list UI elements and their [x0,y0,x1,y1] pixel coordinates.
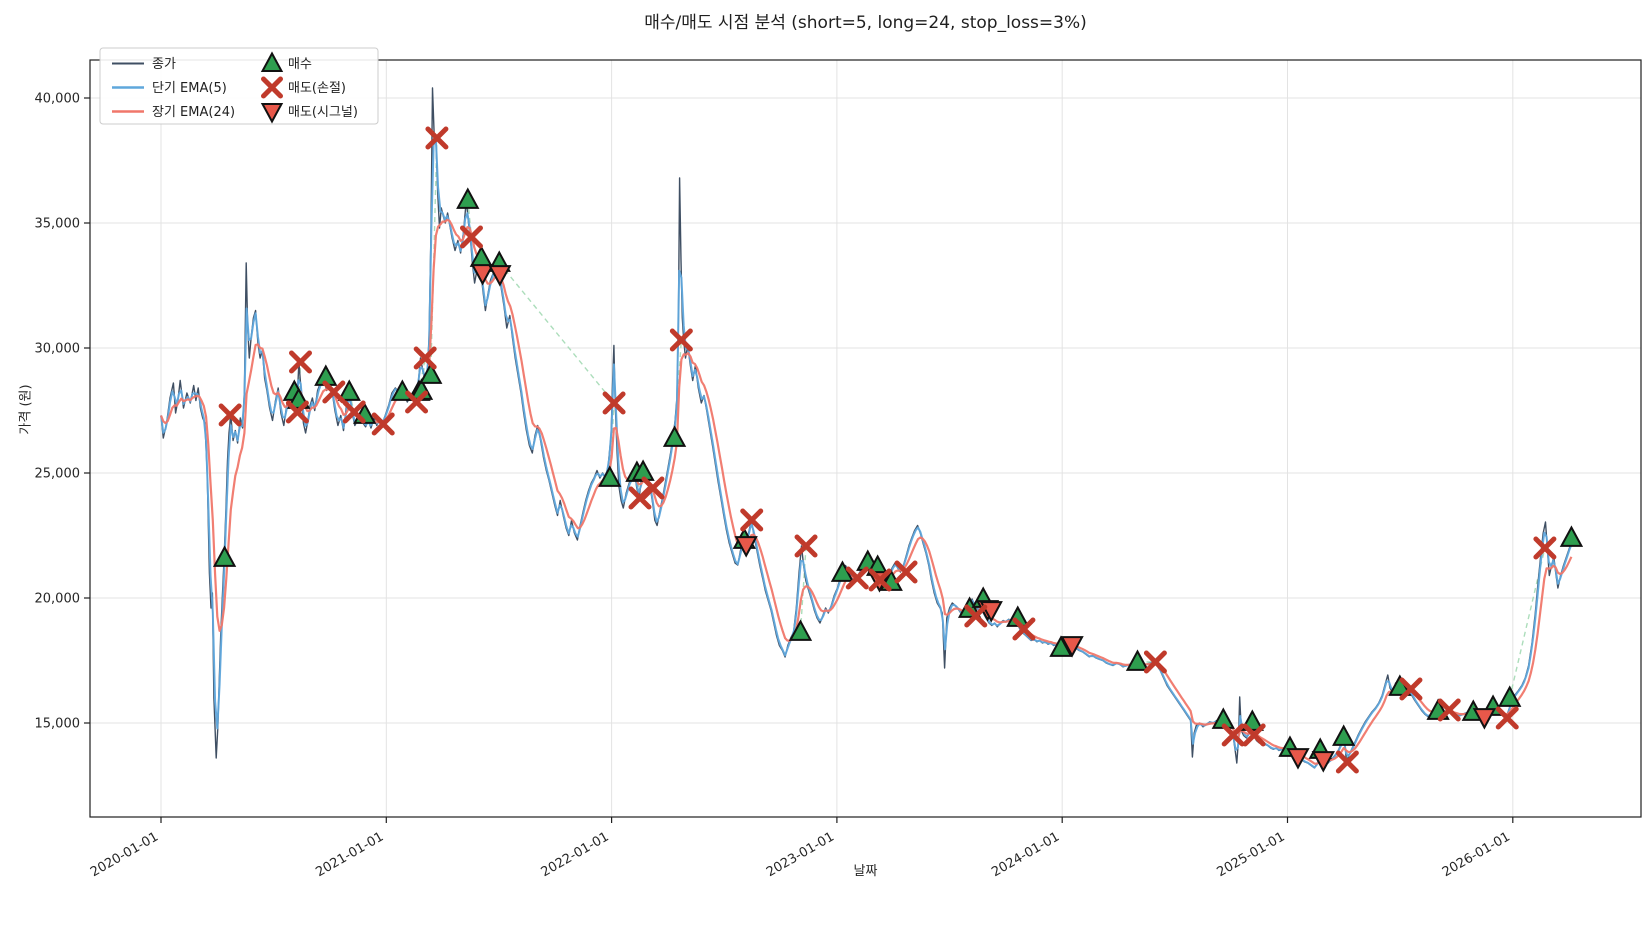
sell-signal-marker [1060,636,1084,658]
buy-marker [1332,724,1356,746]
sell-stop-marker [405,390,429,414]
sell-stop-marker [964,604,988,628]
buy-marker [337,379,361,401]
buy-marker [598,465,622,487]
sell-signal-marker [734,536,758,558]
x-tick-label: 2024-01-01 [989,829,1062,880]
legend-label: 장기 EMA(24) [152,105,235,120]
x-axis-label: 날짜 [853,864,878,879]
x-tick-label: 2023-01-01 [764,829,837,880]
buy-marker [788,619,813,641]
sell-stop-marker [413,346,437,370]
buy-marker [212,545,237,567]
x-tick-label: 2022-01-01 [539,829,612,880]
sell-stop-marker [1533,536,1557,560]
sell-stop-marker [289,350,313,374]
sell-stop-marker [218,403,242,427]
x-tick-label: 2021-01-01 [313,829,386,880]
sell-signal-marker [488,265,512,287]
sell-stop-marker [1143,650,1167,674]
trade-connector-line [498,262,615,404]
buy-marker [456,187,480,209]
legend-buy-icon [260,51,284,72]
x-tick-label: 2020-01-01 [88,829,161,880]
trade-connector-line [420,357,426,392]
ema-long-line [159,218,1573,765]
sell-stop-marker [1399,677,1423,701]
y-tick-label: 40,000 [35,92,81,107]
legend-sell-signal-icon [260,103,284,124]
buy-marker [1559,525,1584,547]
legend-label: 단기 EMA(5) [152,81,227,96]
sell-stop-marker [602,391,626,415]
sell-signal-marker [470,264,495,286]
sell-stop-marker [1242,723,1266,747]
buy-marker [1049,635,1073,657]
plot-border [89,59,1642,818]
y-tick-label: 35,000 [35,217,81,232]
sell-stop-marker [794,534,818,558]
sell-stop-marker [425,126,449,150]
chart-title: 매수/매도 시점 분석 (short=5, long=24, stop_loss… [644,13,1087,33]
sell-signal-marker [1286,748,1310,770]
legend-label: 매도(시그널) [288,105,358,120]
buy-marker [1125,649,1150,671]
sell-stop-marker [322,380,346,404]
legend-label: 매수 [288,57,312,72]
sell-stop-marker [894,560,918,584]
sell-stop-marker [285,400,309,424]
y-tick-label: 15,000 [35,717,81,732]
sell-stop-marker [845,566,869,590]
sell-stop-marker [740,508,764,532]
sell-stop-marker [459,225,483,249]
x-tick-label: 2025-01-01 [1215,829,1288,880]
sell-stop-marker [1221,723,1245,747]
sell-stop-marker [868,568,892,592]
legend-label: 매도(손절) [288,81,346,96]
legend-sell-stop-icon [261,76,283,99]
sell-stop-marker [371,412,395,436]
sell-signal-marker [1311,751,1335,773]
buy-marker [419,362,443,384]
y-tick-label: 25,000 [35,467,81,482]
x-tick-label: 2026-01-01 [1440,829,1513,880]
close-price-line [160,87,1574,769]
sell-stop-marker [1495,706,1519,730]
sell-stop-marker [669,328,693,352]
y-tick-label: 30,000 [35,342,81,357]
legend-label: 종가 [152,57,176,72]
buy-marker [662,425,687,447]
y-tick-label: 20,000 [35,592,81,607]
buy-marker [1498,685,1522,707]
sell-stop-marker [1012,617,1036,641]
sell-signal-marker [1472,708,1497,730]
legend-box [99,47,379,125]
sell-stop-marker [641,476,665,500]
sell-stop-marker [1437,698,1461,722]
sell-stop-marker [1335,750,1359,774]
ema-short-line [160,138,1573,769]
sell-stop-marker [342,400,366,424]
